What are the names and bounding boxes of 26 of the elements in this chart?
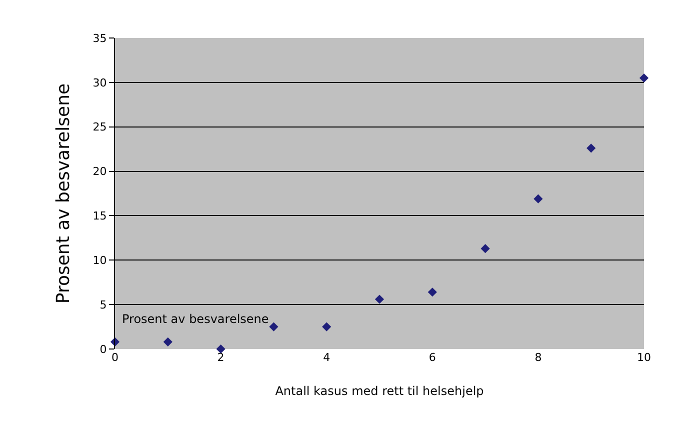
y-tick-label: 30 — [92, 76, 107, 90]
point — [322, 322, 332, 332]
x-tick-label: 2 — [217, 351, 224, 364]
x-tick-label: 8 — [534, 351, 542, 364]
point — [586, 144, 596, 153]
x-tick-label: 0 — [112, 351, 118, 364]
x-tick-label: 6 — [428, 351, 436, 364]
x-axis-title: Antall kasus med rett til helsehjelp — [275, 384, 484, 398]
y-tick-label: 35 — [92, 32, 107, 45]
y-axis-title: Prosent av besvarelsene — [53, 83, 74, 304]
point — [269, 322, 278, 332]
x-tick-label: 10 — [637, 351, 651, 364]
point — [480, 244, 490, 254]
point — [163, 337, 172, 346]
point — [374, 294, 384, 304]
y-tick-label: 20 — [92, 165, 107, 178]
annotation: Prosent av besvarelsene — [122, 312, 269, 326]
point — [534, 194, 543, 204]
y-tick-label: 15 — [92, 210, 107, 223]
y-tick-label: 10 — [92, 254, 107, 267]
point — [216, 344, 226, 354]
x-tick-label: 4 — [323, 351, 330, 364]
point — [428, 288, 437, 297]
point — [639, 73, 649, 83]
y-tick-label: 25 — [92, 120, 107, 134]
y-tick-label: 5 — [100, 298, 107, 312]
